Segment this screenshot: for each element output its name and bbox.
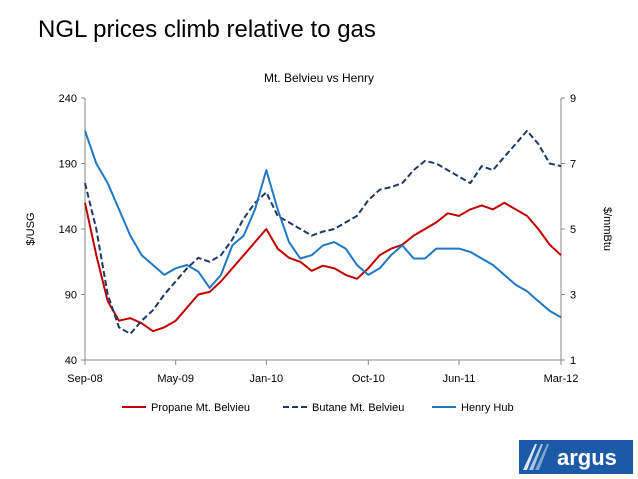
chart-title: Mt. Belvieu vs Henry: [264, 71, 374, 85]
series-line-propane-mt-belvieu: [84, 201, 562, 333]
x-ticks: Sep-08 May-09 Jan-10 Oct-10 Jun-11 Mar-12: [67, 360, 578, 385]
x-tick-label: Jun-11: [443, 373, 476, 385]
legend-label: Butane Mt. Belvieu: [312, 402, 404, 414]
x-tick-label: Oct-10: [352, 373, 385, 385]
y-left-tick-label: 190: [59, 159, 77, 171]
y-left-axis-label: $/USG: [25, 212, 37, 245]
y-right-tick-label: 7: [570, 159, 576, 171]
y-left-tick-label: 90: [65, 290, 77, 302]
series-line-butane-mt-belvieu: [84, 129, 562, 335]
slide-title: NGL prices climb relative to gas: [38, 16, 376, 43]
argus-wave-icon: [523, 444, 549, 470]
series-line-henry-hub: [84, 130, 562, 319]
argus-logo: argus: [519, 440, 633, 474]
y-left-tick-label: 140: [59, 224, 77, 236]
y-right-tick-label: 5: [570, 224, 576, 236]
y-left-tick-label: 40: [65, 355, 77, 367]
argus-logo-text: argus: [557, 445, 617, 470]
legend-label: Henry Hub: [461, 402, 514, 414]
legend: Propane Mt. Belvieu Butane Mt. Belvieu Hen…: [122, 402, 514, 414]
y-right-tick-label: 3: [570, 290, 576, 302]
y-right-axis-label: $/mmBtu: [601, 207, 613, 251]
legend-label: Propane Mt. Belvieu: [151, 402, 250, 414]
x-tick-label: Jan-10: [250, 373, 284, 385]
series-lines: [84, 129, 562, 335]
x-tick-label: May-09: [157, 373, 194, 385]
y-right-tick-label: 1: [570, 355, 576, 367]
y-right-ticks: 1 3 5 7 9: [561, 93, 576, 367]
x-tick-label: Mar-12: [544, 373, 579, 385]
y-right-tick-label: 9: [570, 93, 576, 105]
x-tick-label: Sep-08: [67, 373, 102, 385]
y-left-ticks: 40 90 140 190 240: [59, 93, 85, 367]
y-left-tick-label: 240: [59, 93, 77, 105]
